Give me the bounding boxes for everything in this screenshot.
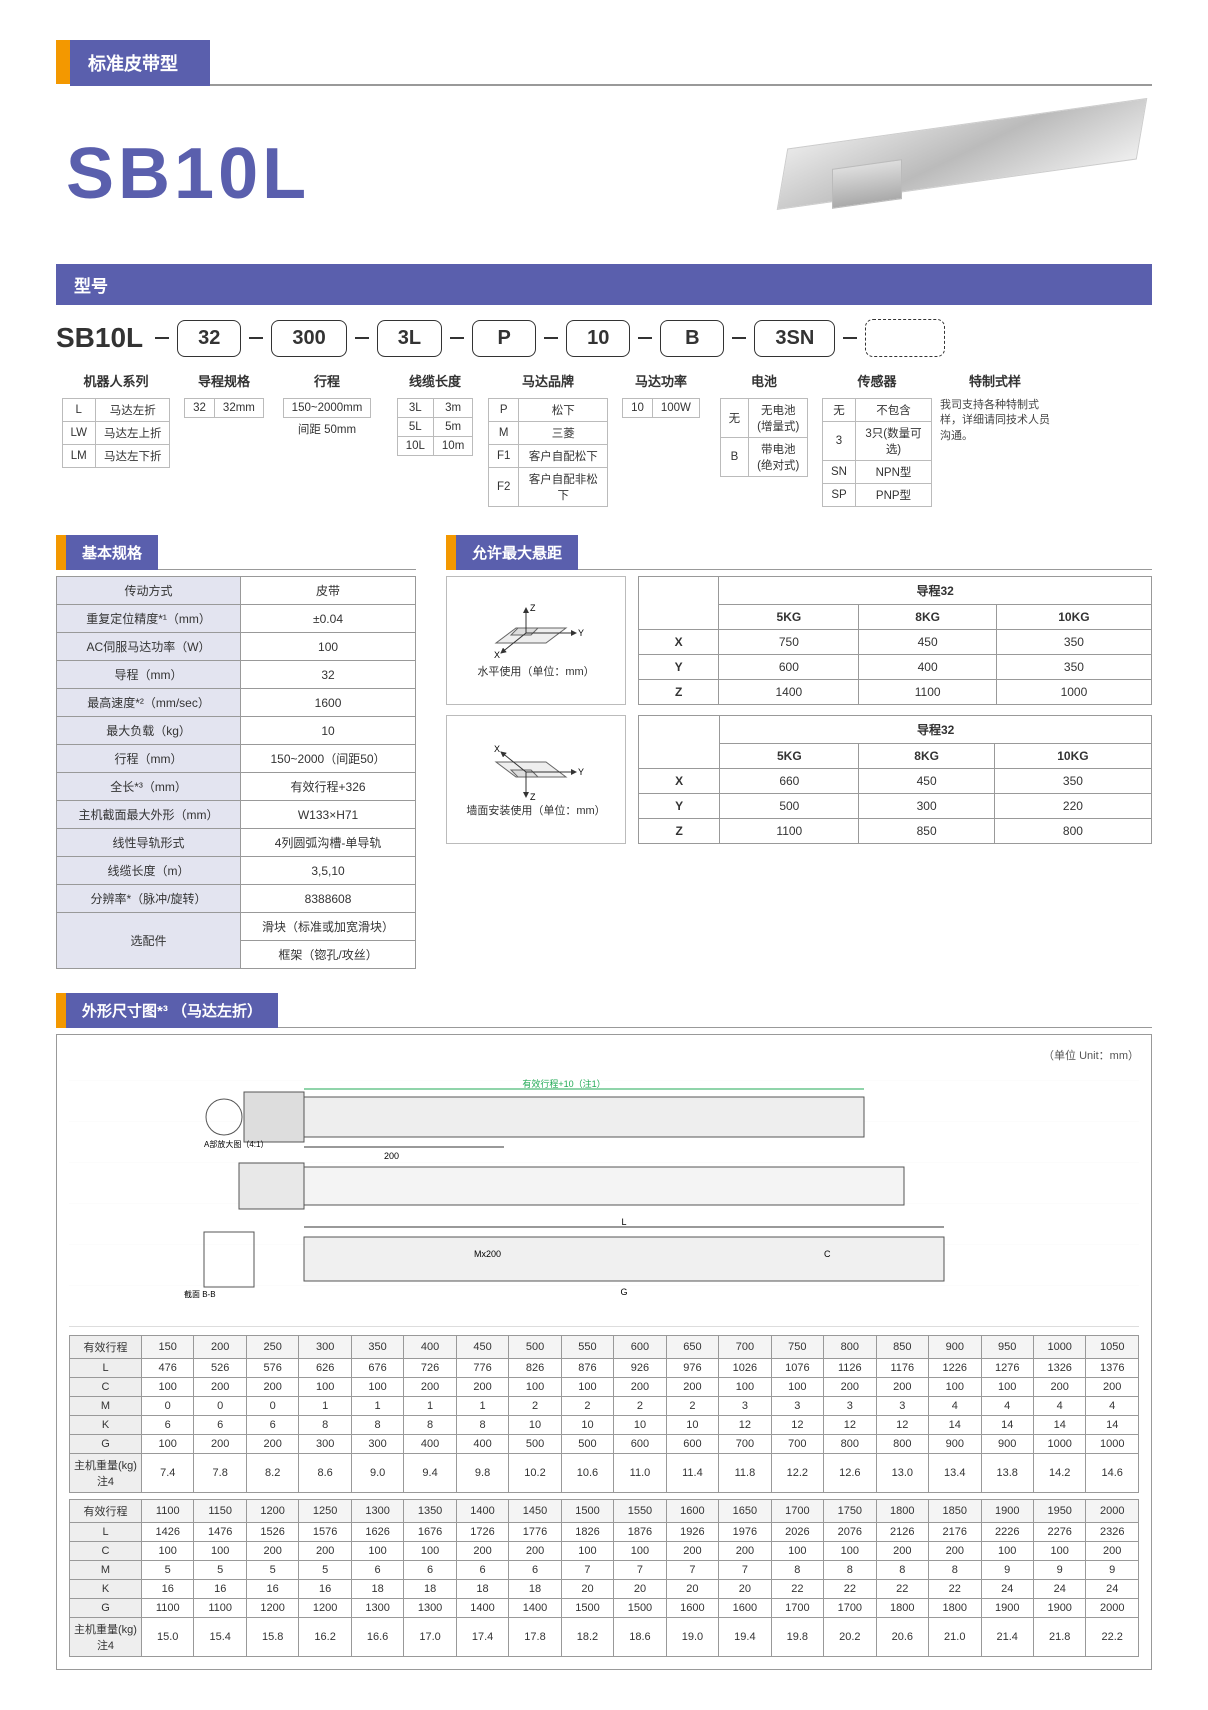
svg-text:C: C: [824, 1249, 831, 1259]
svg-text:A部放大图（4:1）: A部放大图（4:1）: [204, 1139, 268, 1149]
model-code-box: P: [472, 320, 536, 357]
model-option-table: L马达左折LW马达左上折LM马达左下折: [62, 398, 171, 468]
overhang-table-2: 导程325KG8KG10KGX660450350Y500300220Z11008…: [638, 715, 1152, 844]
model-option-table: 3L3m5L5m10L10m: [397, 398, 474, 456]
model-option-columns: 机器人系列 L马达左折LW马达左上折LM马达左下折 导程规格 3232mm 行程 150~…: [56, 365, 1152, 507]
category-title: 标准皮带型: [70, 40, 210, 86]
svg-text:Mx200: Mx200: [474, 1249, 501, 1259]
orange-accent: [56, 40, 70, 84]
svg-text:截面 B-B: 截面 B-B: [184, 1289, 216, 1299]
svg-text:200: 200: [384, 1151, 399, 1161]
overhang-header: 允许最大悬距: [446, 535, 1152, 570]
product-image: [742, 114, 1142, 234]
overhang-table-1: 导程325KG8KG10KGX750450350Y600400350Z14001…: [638, 576, 1152, 705]
model-col-title: 线缆长度: [409, 371, 461, 390]
svg-text:Z: Z: [530, 792, 536, 802]
model-col-title: 导程规格: [198, 371, 250, 390]
model-col-title: 电池: [751, 371, 777, 390]
overhang-title: 允许最大悬距: [456, 535, 578, 570]
svg-text:有效行程+10（注1）: 有效行程+10（注1）: [522, 1078, 605, 1089]
model-option-table: 无无电池 (增量式)B带电池 (绝对式): [720, 398, 809, 477]
model-col-title: 传感器: [857, 371, 896, 390]
model-code-box: 10: [566, 320, 630, 357]
overhang-diagram-horizontal: Z Y X 水平使用（单位：mm）: [446, 576, 626, 705]
svg-text:L: L: [621, 1217, 626, 1227]
hero-row: SB10L: [56, 94, 1152, 264]
diag2-caption: 墙面安装使用（单位：mm）: [466, 802, 605, 818]
model-code-box: 300: [271, 320, 346, 357]
model-code-box: 3L: [377, 320, 442, 357]
svg-text:Z: Z: [530, 603, 536, 613]
model-col-title: 机器人系列: [83, 371, 148, 390]
model-option-table: 3232mm: [184, 398, 264, 418]
svg-text:G: G: [620, 1287, 627, 1297]
model-col-note: 我司支持各种特制式样，详细请同技术人员沟通。: [940, 398, 1050, 444]
model-option-table: 150~2000mm间距 50mm: [283, 398, 372, 440]
dimension-table-2: 有效行程110011501200125013001350140014501500…: [69, 1499, 1139, 1657]
diag1-caption: 水平使用（单位：mm）: [477, 663, 594, 679]
model-code-box: 3SN: [754, 320, 835, 357]
model-code-box: 32: [177, 320, 241, 357]
model-col-title: 特制式样: [969, 371, 1021, 390]
svg-text:Y: Y: [578, 628, 584, 638]
dimension-table-1: 有效行程150200250300350400450500550600650700…: [69, 1335, 1139, 1493]
dims-title: 外形尺寸图*³ （马达左折）: [66, 993, 278, 1028]
svg-text:Y: Y: [578, 767, 584, 777]
model-option-table: P松下M三菱F1客户自配松下F2客户自配非松下: [488, 398, 608, 507]
svg-text:X: X: [494, 650, 500, 660]
technical-drawing: 有效行程+10（注1） 200 L Mx200 C G 截面 B-B A部放大图…: [69, 1067, 1139, 1327]
product-name: SB10L: [66, 133, 310, 215]
model-custom-box: [865, 319, 945, 357]
category-titlebar: 标准皮带型: [56, 40, 1152, 86]
specs-table: 传动方式皮带重复定位精度*¹（mm）±0.04AC伺服马达功率（W）100导程（…: [56, 576, 416, 969]
model-head: SB10L: [56, 322, 143, 354]
model-option-table: 无不包含33只(数量可选)SNNPN型SPPNP型: [822, 398, 932, 507]
svg-text:X: X: [494, 744, 500, 754]
model-code-row: SB10L 32 300 3L P 10 B 3SN: [56, 319, 1152, 357]
model-col-title: 马达品牌: [522, 371, 574, 390]
model-code-box: B: [660, 320, 724, 357]
specs-title: 基本规格: [66, 535, 158, 570]
overhang-diagram-wall: Z Y X 墙面安装使用（单位：mm）: [446, 715, 626, 844]
model-col-title: 马达功率: [635, 371, 687, 390]
dims-header: 外形尺寸图*³ （马达左折）: [56, 993, 1152, 1028]
unit-note: （单位 Unit：mm）: [69, 1047, 1139, 1063]
dims-box: （单位 Unit：mm） 有效行程+10（注1） 200 L Mx2: [56, 1034, 1152, 1670]
model-col-title: 行程: [314, 371, 340, 390]
model-option-table: 10100W: [622, 398, 700, 418]
model-section-bar: 型号: [56, 264, 1152, 305]
specs-header: 基本规格: [56, 535, 416, 570]
